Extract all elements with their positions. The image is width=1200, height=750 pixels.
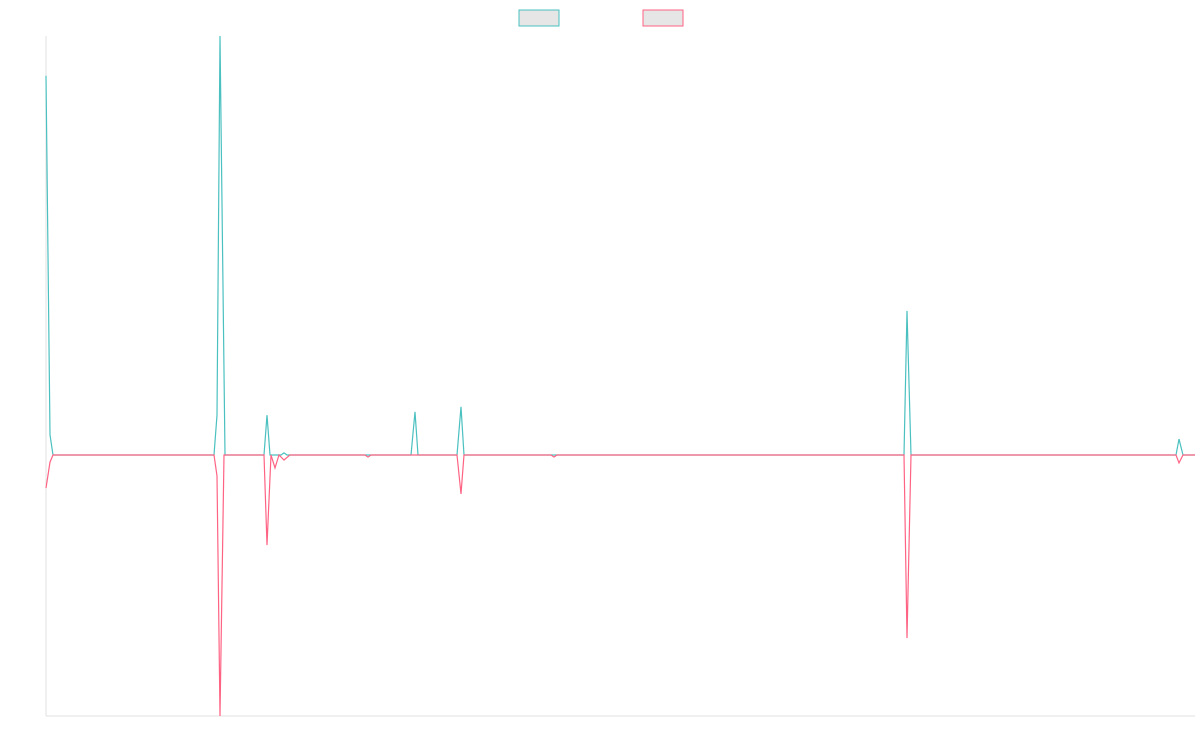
legend-swatch [518, 9, 560, 27]
series-line [45, 35, 1195, 456]
series-line [45, 453, 1195, 717]
legend-swatch [642, 9, 684, 27]
